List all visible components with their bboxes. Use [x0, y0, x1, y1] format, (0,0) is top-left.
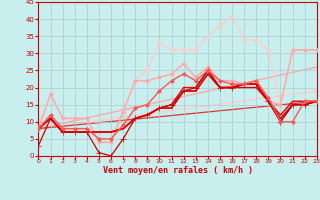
- X-axis label: Vent moyen/en rafales ( km/h ): Vent moyen/en rafales ( km/h ): [103, 166, 252, 175]
